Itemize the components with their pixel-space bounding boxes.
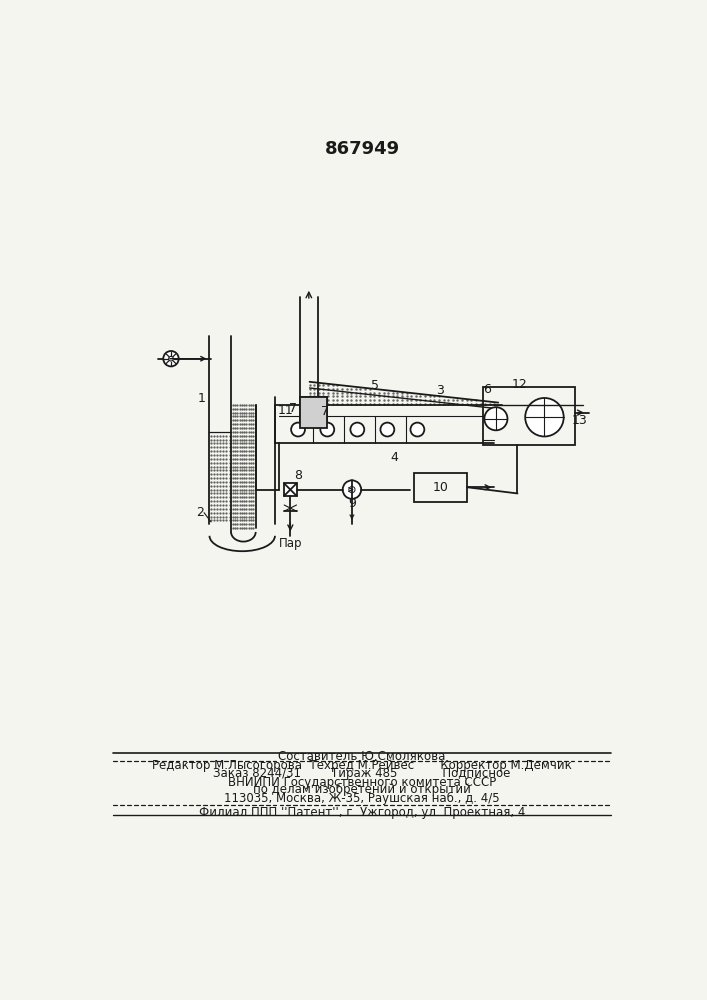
Text: 7: 7 <box>321 405 329 418</box>
Polygon shape <box>300 397 327 428</box>
Circle shape <box>411 423 424 436</box>
Text: 12: 12 <box>512 378 527 391</box>
Text: 5: 5 <box>371 379 379 392</box>
Circle shape <box>484 407 508 430</box>
Circle shape <box>343 480 361 499</box>
Circle shape <box>320 423 334 436</box>
Text: Редактор М.Лысогорова  Техред М.Рейвес       Корректор М.Демчик: Редактор М.Лысогорова Техред М.Рейвес Ко… <box>152 759 572 772</box>
Text: по делам изобретений и открытий: по делам изобретений и открытий <box>253 783 471 796</box>
Bar <box>284 483 296 496</box>
Circle shape <box>163 351 179 366</box>
Text: 2: 2 <box>197 506 204 519</box>
Text: 113035, Москва, Ж-35, Раушская наб., д. 4/5: 113035, Москва, Ж-35, Раушская наб., д. … <box>224 792 500 805</box>
Text: 4: 4 <box>390 451 398 464</box>
Text: 3: 3 <box>436 384 445 397</box>
Circle shape <box>380 423 395 436</box>
Text: Филиал ППП ''Патент'', г. Ужгород, ул. Проектная, 4: Филиал ППП ''Патент'', г. Ужгород, ул. П… <box>199 806 525 819</box>
Circle shape <box>349 487 355 493</box>
Text: 10: 10 <box>433 481 448 494</box>
Text: 867949: 867949 <box>325 140 399 158</box>
Text: Составитель Ю.Смолякова: Составитель Ю.Смолякова <box>279 750 445 763</box>
Circle shape <box>525 398 563 436</box>
Text: Пар: Пар <box>279 537 302 550</box>
Circle shape <box>351 423 364 436</box>
Text: 11: 11 <box>278 404 293 417</box>
Text: 8: 8 <box>294 469 302 482</box>
Bar <box>414 473 467 502</box>
Circle shape <box>169 356 173 361</box>
Text: ВНИИПИ Государственного комитета СССР: ВНИИПИ Государственного комитета СССР <box>228 776 496 789</box>
Text: 1: 1 <box>198 392 206 405</box>
Text: 7: 7 <box>288 402 296 415</box>
Text: 6: 6 <box>483 383 491 396</box>
Text: 13: 13 <box>571 414 587 427</box>
Bar <box>483 387 575 445</box>
Circle shape <box>291 423 305 436</box>
Text: 9: 9 <box>348 497 356 510</box>
Bar <box>300 397 327 428</box>
Text: Заказ 8244/31        Тираж 485            Подписное: Заказ 8244/31 Тираж 485 Подписное <box>214 767 510 780</box>
